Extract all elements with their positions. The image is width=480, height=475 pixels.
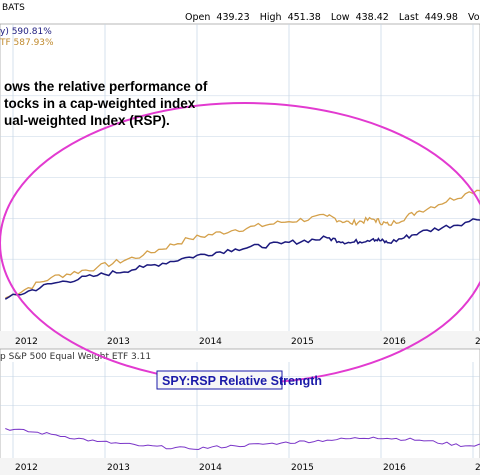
upper-panel [0,23,480,343]
low-label: Low [331,12,350,23]
series-line-rsp [5,189,480,299]
low-value: 438.42 [356,12,389,23]
series-line-spy [4,218,480,300]
lower-x-tick-labels: 2012201320142015201620172018201920202021 [15,463,480,473]
volume-label: Volume [468,12,480,23]
last-value: 449.98 [425,12,458,23]
lower-x-tick-label: 2013 [107,463,130,473]
lower-x-tick-label: 2012 [15,463,38,473]
upper-x-tick-label: 2012 [15,337,38,347]
relative-strength-label: SPY:RSP Relative Strength [162,374,322,388]
relative-strength-label-box [156,370,283,390]
annotation-line-2: tocks in a cap-weighted index [4,96,196,111]
legend-lower: p S&P 500 Equal Weight ETF 3.11 [0,352,151,362]
top-axis-band [0,0,480,24]
upper-x-tick-label: 2016 [383,337,406,347]
open-label: Open [185,12,210,23]
upper-x-tick-label: 2014 [199,337,222,347]
upper-date-axis [0,331,480,349]
annotation-line-1: ows the relative performance of [4,79,208,94]
upper-gridlines [0,24,480,331]
upper-x-tick-labels: 2012201320142015201620172018201920202021 [15,337,480,347]
upper-x-tick-label: 2013 [107,337,130,347]
annotation-line-3: ual-weighted Index (RSP). [4,113,170,128]
last-label: Last [399,12,419,23]
open-value: 439.23 [216,12,249,23]
high-value: 451.38 [288,12,321,23]
legend-spy: y) 590.81% [0,27,52,37]
lower-x-tick-label: 2017 [475,463,480,473]
high-label: High [260,12,282,23]
lower-panel [0,348,480,461]
lower-x-tick-label: 2014 [199,463,222,473]
series-line-relative-strength [5,428,480,451]
upper-x-tick-label: 2015 [291,337,314,347]
lower-gridlines [0,362,480,458]
legend-rsp: TF 587.93% [0,38,54,48]
exchange-label: BATS [2,3,25,13]
lower-x-tick-label: 2016 [383,463,406,473]
lower-x-tick-label: 2015 [291,463,314,473]
lower-date-axis [0,458,480,475]
upper-x-tick-label: 2017 [475,337,480,347]
ohlc-readout: Open 439.23 High 451.38 Low 438.42 Last … [185,12,480,23]
